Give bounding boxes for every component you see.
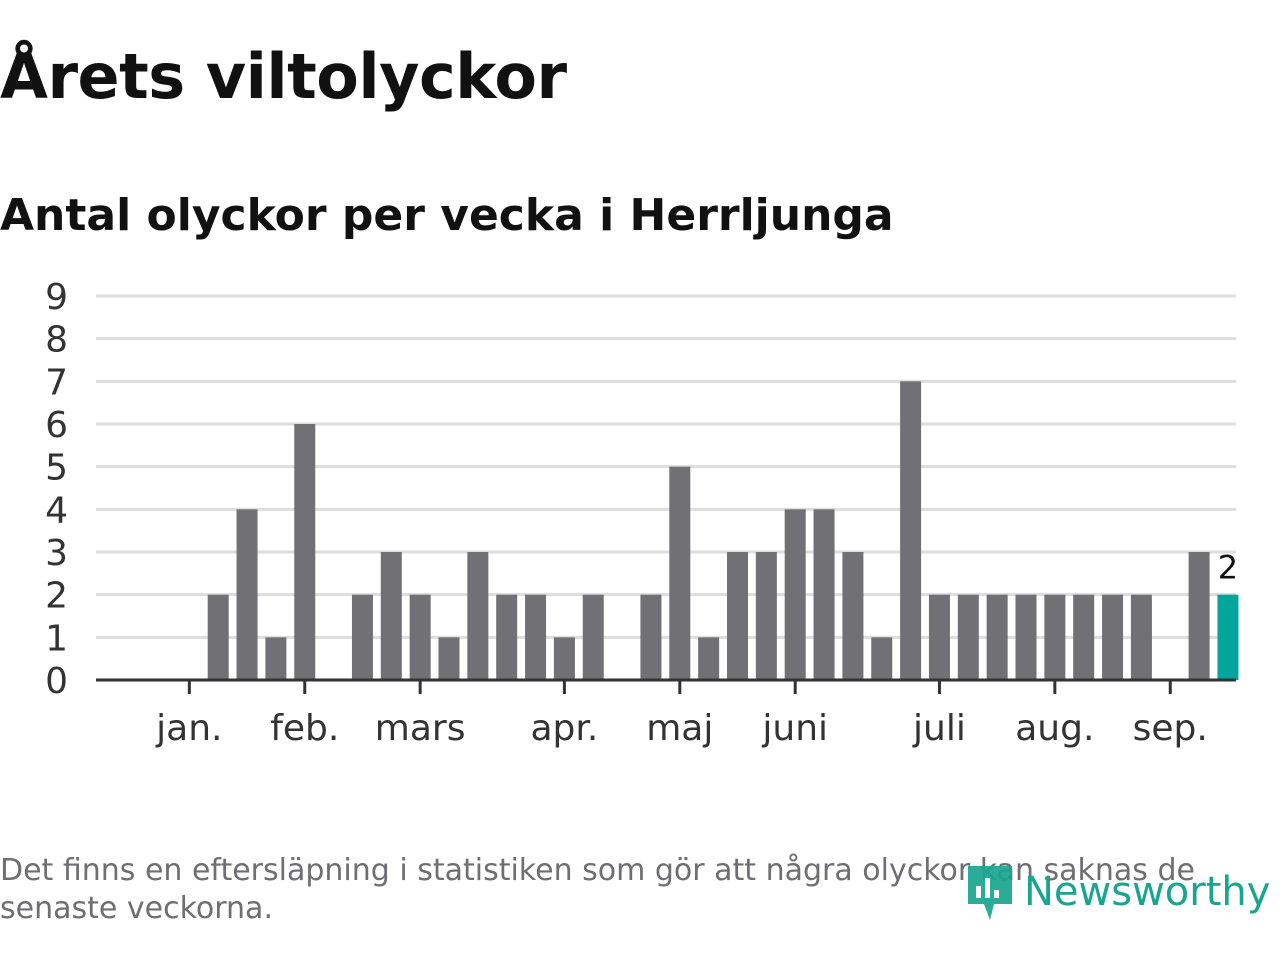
bar [727,552,748,680]
bar [207,594,229,680]
y-tick-label: 0 [45,661,68,702]
y-tick-label: 3 [45,533,68,574]
bar [467,552,489,680]
bars [207,381,1239,680]
y-tick-label: 5 [45,448,68,489]
bar [813,509,835,680]
x-axis: jan. feb. mars apr. maj juni juli aug. sep. [96,678,1236,749]
page-title: Årets viltolyckor [0,40,567,113]
bar [755,552,777,680]
bar [438,637,460,680]
brand-name: Newsworthy [1024,869,1271,915]
bar [380,552,402,680]
last-value-label: 2 [1218,549,1238,587]
data-labels: 2 [1218,549,1238,587]
bar [1102,594,1124,680]
bar [900,381,922,680]
chart-subtitle: Antal olyckor per vecka i Herrljunga [0,190,894,241]
y-tick-label: 4 [45,490,68,531]
bar-current-week [1217,594,1239,680]
x-tick-label: juni [761,708,828,749]
x-tick-label: mars [375,708,466,749]
bar [236,509,258,680]
y-tick-label: 2 [45,576,68,617]
bar [928,594,950,680]
y-tick-label: 1 [45,618,68,659]
newsworthy-logo-icon [968,866,1012,920]
bar [784,509,806,680]
y-tick-label: 8 [45,320,68,361]
bar [409,594,431,680]
bar [1130,594,1152,680]
grid-lines [96,294,1236,639]
x-tick-label: apr. [530,708,598,749]
bar [525,594,547,680]
bar [496,594,518,680]
bar [957,594,979,680]
y-tick-label: 9 [45,277,68,318]
x-tick-label: aug. [1015,708,1094,749]
x-tick-label: sep. [1133,708,1208,749]
bar [265,637,287,680]
bar [1073,594,1095,680]
bar [553,637,575,680]
brand-logo: Newsworthy [964,860,1270,924]
bar [351,594,373,680]
bar [871,637,893,680]
x-tick-label: jan. [155,708,222,749]
y-tick-label: 7 [45,362,68,403]
bar [640,594,662,680]
bar [294,424,316,680]
bar [1044,594,1066,680]
y-tick-label: 6 [45,405,68,446]
x-tick-label: feb. [270,708,339,749]
bar [582,594,604,680]
bar [842,552,864,680]
x-tick-label: maj [646,708,713,749]
bar [1015,594,1037,680]
x-tick-label: juli [912,708,966,749]
bar [986,594,1008,680]
bar [1188,552,1210,680]
bar [698,637,720,680]
bar [669,466,691,680]
